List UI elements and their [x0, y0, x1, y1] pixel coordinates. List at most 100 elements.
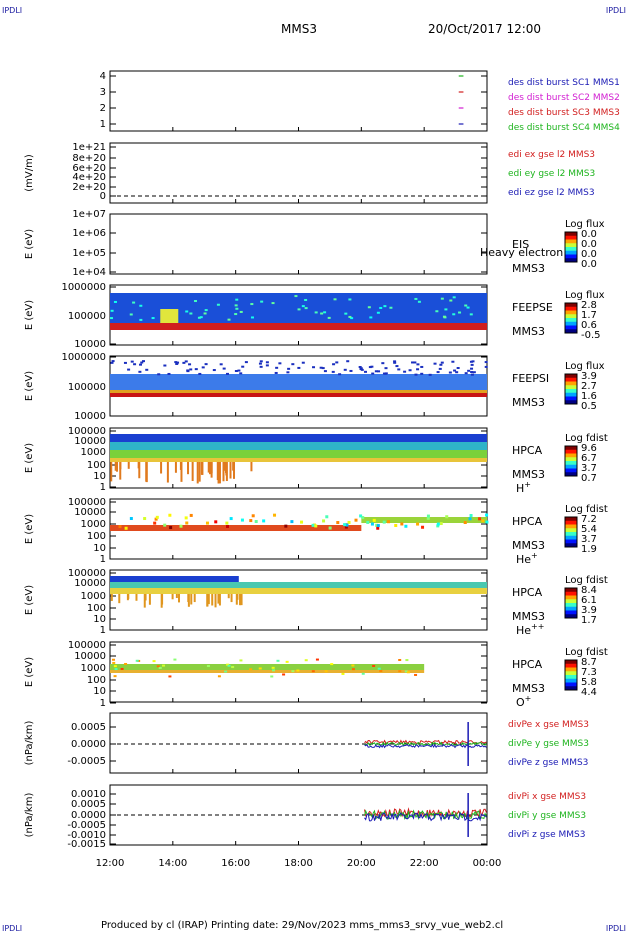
hpca-he-colorbar-segment — [565, 520, 577, 525]
feepsi-speckle — [438, 367, 442, 370]
hpca-o-speckle — [406, 671, 410, 674]
hpca-o-colorbar-segment — [565, 663, 577, 668]
feepse-colorbar-segment — [565, 325, 577, 330]
feepse-speckle — [235, 298, 239, 301]
hpca-he-colorbar-segment — [565, 524, 577, 529]
feepsi-speckle — [384, 367, 388, 370]
feepsi-side-label: FEEPSI — [512, 372, 549, 385]
hpca-he2-low-spike — [178, 594, 181, 603]
feepsi-speckle — [416, 368, 420, 371]
hpca-o-ytick-label: 100000 — [68, 640, 106, 651]
hpca-he-speckle — [481, 519, 485, 523]
panel-divpe: 0.0005 0.0000 -0.0005 (nPa/km) divPe x gse M… — [24, 712, 589, 774]
hpca-h-low-spike — [116, 462, 119, 472]
feepsi-speckle — [470, 367, 474, 370]
edi-legend-entry: edi ez gse l2 MMS3 — [508, 188, 595, 198]
hpca-o-colorbar-segment — [565, 678, 577, 683]
divpi-legend-entry: divPi z gse MMS3 — [508, 830, 585, 840]
hpca-h-low-spike — [218, 462, 221, 474]
feepsi-speckle — [275, 366, 279, 369]
hpca-he-speckle — [404, 524, 408, 528]
feepse-speckle — [452, 313, 456, 316]
feepsi-speckle — [346, 360, 350, 363]
feepsi-colorbar-tick: 2.7 — [581, 381, 597, 392]
stacked-panel-chart: 4 3 2 1 des dist burst SC1 MMS1 des dist burs… — [24, 70, 620, 869]
hpca-he2-ytick-label: 100 — [87, 603, 106, 614]
feepse-speckle — [250, 316, 254, 319]
hpca-h-ytick-label: 100000 — [68, 426, 106, 437]
feepsi-colorbar-segment — [565, 400, 577, 405]
feepsi-speckle — [140, 361, 144, 364]
hpca-he-speckle — [129, 517, 133, 521]
hpca-h-colorbar-segment — [565, 449, 577, 454]
eis-colorbar-segment — [565, 258, 577, 263]
hpca-he-colorbar-frame — [564, 516, 578, 548]
feepsi-speckle — [258, 362, 262, 365]
hpca-he2-ytick-label: 1 — [100, 625, 106, 636]
eis-colorbar-segment — [565, 232, 577, 237]
hpca-he-species-label: He+ — [516, 551, 538, 566]
hpca-he2-low-spike — [227, 594, 230, 599]
hpca-he-speckle — [251, 514, 255, 518]
feepse-speckle — [383, 305, 387, 308]
hpca-he-colorbar-title: Log fdist — [565, 504, 608, 515]
feepse-speckle — [197, 316, 201, 319]
feepsi-speckle — [472, 371, 476, 374]
hpca-he-speckle — [189, 513, 193, 517]
feepsi-speckle — [312, 366, 316, 369]
corner-label-bottom-left: IPDLI — [2, 924, 23, 933]
hpca-he2-colorbar-segment — [565, 606, 577, 611]
hpca-he-speckle — [118, 525, 122, 529]
hpca-he-ytick-label: 100000 — [68, 497, 106, 508]
feepse-speckle — [417, 300, 421, 303]
hpca-h-low-spike — [160, 462, 163, 474]
hpca-he-speckle — [469, 514, 473, 518]
hpca-he-late-band — [361, 517, 487, 523]
hpca-h-colorbar-title: Log fdist — [565, 433, 608, 444]
hpca-he-speckle — [163, 523, 167, 527]
feepsi-speckle — [364, 370, 368, 373]
divpe-legend-entry: divPe x gse MMS3 — [508, 720, 589, 730]
hpca-he2-low-spike — [126, 594, 129, 601]
feepsi-speckle — [259, 365, 263, 368]
hpca-o-speckle — [341, 672, 345, 675]
eis-side-label: EIS — [512, 238, 529, 251]
hpca-o-speckle — [249, 668, 253, 671]
hpca-he2-low-spike — [110, 594, 113, 601]
feepse-colorbar-tick: 2.8 — [581, 300, 597, 311]
feepse-speckle — [452, 296, 456, 299]
hpca-o-colorbar-segment — [565, 682, 577, 687]
feepsi-speckle — [440, 361, 444, 364]
hpca-he-speckle — [168, 513, 172, 517]
feepsi-speckle — [222, 367, 226, 370]
feepsi-speckle — [436, 371, 440, 374]
feepse-speckle — [203, 312, 207, 315]
feepse-speckle — [348, 298, 352, 301]
feepse-speckle — [464, 304, 468, 307]
feepsi-speckle — [428, 373, 432, 376]
hpca-h-charge-label: + — [524, 480, 531, 489]
hpca-o-species-label: O+ — [516, 694, 531, 709]
divpi-series-trace — [364, 809, 487, 821]
hpca-he-speckle — [262, 519, 266, 523]
hpca-he-speckle — [328, 526, 332, 530]
feepsi-speckle — [139, 363, 143, 366]
hpca-he-speckle — [463, 520, 467, 524]
feepsi-speckle — [188, 363, 192, 366]
hpca-he-side-label: HPCA — [512, 515, 543, 528]
eis-colorbar-segment — [565, 254, 577, 259]
hpca-he-speckle — [394, 523, 398, 527]
hpca-he-speckle — [478, 517, 482, 521]
hpca-he-speckle — [225, 521, 229, 525]
hpca-he2-species-label: He++ — [516, 622, 544, 637]
hpca-he2-side-label: HPCA — [512, 586, 543, 599]
hpca-he-speckle — [345, 523, 349, 527]
hpca-he2-colorbar-frame — [564, 587, 578, 619]
hpca-he-speckle — [416, 522, 420, 526]
hpca-h-species-label: H+ — [516, 480, 531, 495]
divpi-ytick-label: 0.0005 — [71, 799, 106, 810]
hpca-he-speckle — [325, 515, 329, 519]
hpca-he-speckle — [375, 523, 379, 527]
feepse-side-label: MMS3 — [512, 325, 545, 338]
